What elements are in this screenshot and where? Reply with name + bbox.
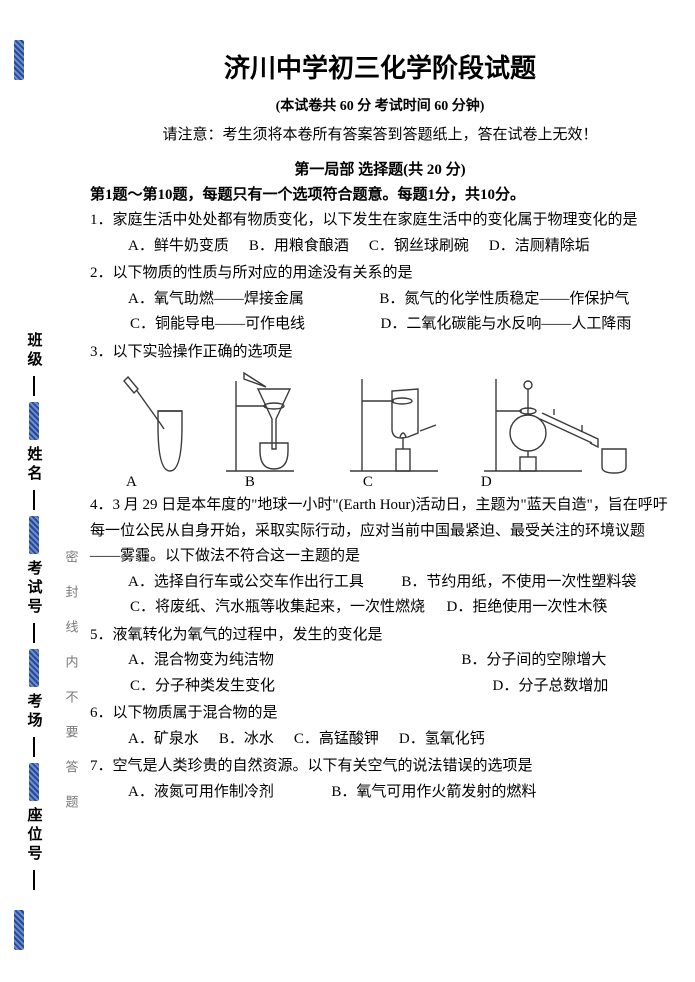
diagram-a-icon — [120, 371, 200, 476]
question-2-options: A．氧气助燃——焊接金属 B．氮气的化学性质稳定——作保护气 C．铜能导电——可… — [90, 287, 670, 338]
field-line — [33, 737, 35, 757]
decorative-stripe-bottom — [14, 910, 24, 950]
question-4-stem: 4．3 月 29 日是本年度的"地球一小时"(Earth Hour)活动日，主题… — [90, 493, 670, 570]
q5-opt-d: D．分子总数增加 — [493, 678, 609, 694]
diagram-b-icon — [224, 371, 324, 476]
diagram-d-icon — [482, 371, 642, 476]
q2-opt-d: D．二氧化碳能与水反响——人工降雨 — [381, 316, 632, 332]
question-4-options: A．选择自行车或公交车作出行工具 B．节约用纸，不使用一次性塑料袋 C．将废纸、… — [90, 570, 670, 621]
question-7-stem: 7．空气是人类珍贵的自然资源。以下有关空气的说法错误的选项是 — [90, 754, 670, 780]
q3-label-b: B — [245, 474, 255, 491]
q1-opt-c: C．钢丝球刷碗 — [371, 234, 469, 260]
q5-opt-a: A．混合物变为纯洁物 — [128, 652, 274, 668]
question-3-diagrams — [90, 371, 670, 476]
decorative-stripe-top — [14, 40, 24, 80]
question-1-stem: 1．家庭生活中处处都有物质变化，以下发生在家庭生活中的变化属于物理变化的是 — [90, 208, 670, 234]
q2-opt-c: C．铜能导电——可作电线 — [130, 316, 305, 332]
field-line — [33, 490, 35, 510]
question-5-options: A．混合物变为纯洁物 B．分子间的空隙增大 C．分子种类发生变化 D．分子总数增… — [90, 648, 670, 699]
q7-opt-b: B．氧气可用作火箭发射的燃料 — [331, 784, 536, 800]
exam-info-sidebar: 班级 姓名 考试号 考场 座位号 — [10, 90, 58, 890]
q4-opt-b: B．节约用纸，不使用一次性塑料袋 — [401, 574, 636, 590]
q6-opt-a: A．矿泉水 — [130, 727, 199, 753]
q3-label-d: D — [481, 474, 492, 491]
stripe-icon — [29, 402, 39, 440]
field-name: 姓名 — [24, 446, 45, 484]
question-6-stem: 6．以下物质属于混合物的是 — [90, 701, 670, 727]
question-5-stem: 5．液氧转化为氧气的过程中，发生的变化是 — [90, 623, 670, 649]
q5-opt-c: C．分子种类发生变化 — [130, 678, 275, 694]
q1-opt-d: D．洁厕精除垢 — [491, 234, 590, 260]
field-line — [33, 870, 35, 890]
field-class: 班级 — [24, 332, 45, 370]
seal-line-text: 密封线内不要答题 — [62, 550, 81, 830]
q3-label-a: A — [126, 474, 137, 491]
question-6-options: A．矿泉水 B．冰水 C．高锰酸钾 D．氢氧化钙 — [90, 727, 670, 753]
field-line — [33, 376, 35, 396]
section-subheading: 第1题～第10题，每题只有一个选项符合题意。每题1分，共10分。 — [90, 183, 670, 204]
stripe-icon — [29, 763, 39, 801]
diagram-c-icon — [348, 371, 458, 476]
field-seat: 座位号 — [24, 807, 45, 864]
section-heading: 第一局部 选择题(共 20 分) — [90, 158, 670, 179]
question-2-stem: 2．以下物质的性质与所对应的用途没有关系的是 — [90, 261, 670, 287]
q7-opt-a: A．液氮可用作制冷剂 — [128, 784, 274, 800]
field-exam-no: 考试号 — [24, 560, 45, 617]
q2-opt-a: A．氧气助燃——焊接金属 — [128, 291, 304, 307]
stripe-icon — [29, 649, 39, 687]
q6-opt-d: D．氢氧化钙 — [401, 727, 485, 753]
seal-line-hint: 密封线内不要答题 — [62, 270, 80, 830]
exam-notice: 请注意：考生须将本卷所有答案答到答题纸上，答在试卷上无效！ — [90, 123, 670, 144]
q6-opt-c: C．高锰酸钾 — [296, 727, 379, 753]
field-room: 考场 — [24, 693, 45, 731]
page-content: 济川中学初三化学阶段试题 (本试卷共 60 分 考试时间 60 分钟) 请注意：… — [90, 48, 670, 805]
q4-opt-a: A．选择自行车或公交车作出行工具 — [128, 574, 364, 590]
q3-label-c: C — [363, 474, 373, 491]
question-3-labels: A B C D — [90, 474, 670, 491]
question-3-stem: 3．以下实验操作正确的选项是 — [90, 340, 670, 366]
question-7-options: A．液氮可用作制冷剂 B．氧气可用作火箭发射的燃料 — [90, 780, 670, 806]
q5-opt-b: B．分子间的空隙增大 — [461, 652, 606, 668]
q6-opt-b: B．冰水 — [221, 727, 274, 753]
question-1-options: A．鲜牛奶变质 B．用粮食酿酒 C．钢丝球刷碗 D．洁厕精除垢 — [90, 234, 670, 260]
exam-subtitle: (本试卷共 60 分 考试时间 60 分钟) — [90, 95, 670, 115]
exam-title: 济川中学初三化学阶段试题 — [90, 48, 670, 85]
q1-opt-b: B．用粮食酿酒 — [251, 234, 349, 260]
q2-opt-b: B．氮气的化学性质稳定——作保护气 — [379, 291, 629, 307]
q4-opt-d: D．拒绝使用一次性木筷 — [447, 599, 608, 615]
stripe-icon — [29, 516, 39, 554]
field-line — [33, 623, 35, 643]
q4-opt-c: C．将废纸、汽水瓶等收集起来，一次性燃烧 — [130, 599, 425, 615]
q1-opt-a: A．鲜牛奶变质 — [130, 234, 229, 260]
